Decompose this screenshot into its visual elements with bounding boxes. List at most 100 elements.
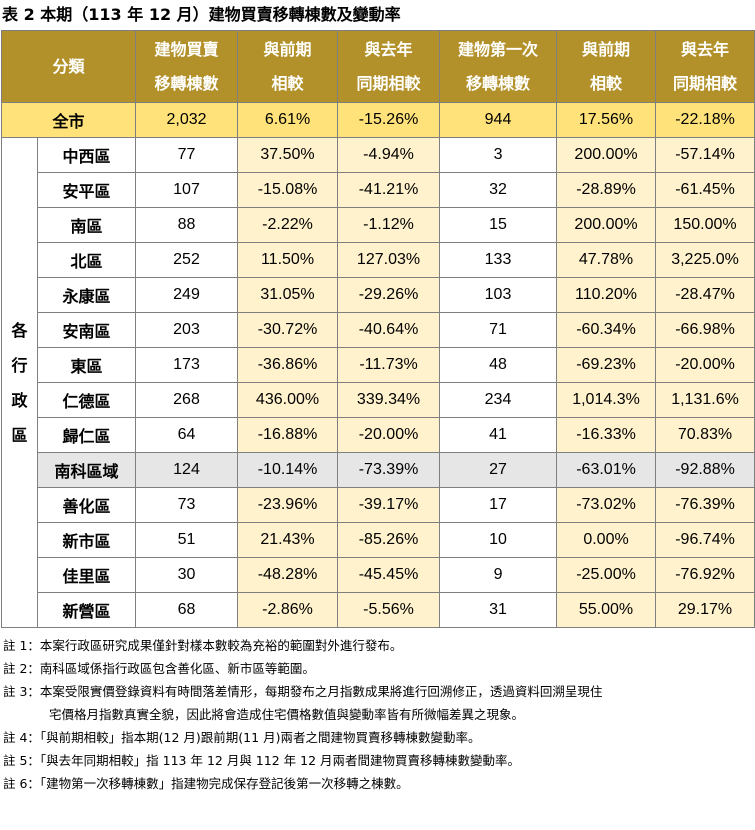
cell-mom: -30.72% xyxy=(237,312,339,348)
city-mom: 6.61% xyxy=(237,102,339,138)
table-row: 北區 252 11.50% 127.03% 133 47.78% 3,225.0% xyxy=(2,242,755,278)
cell-transfer-count: 77 xyxy=(135,137,239,173)
table-row: 永康區 249 31.05% -29.26% 103 110.20% -28.47% xyxy=(2,277,755,313)
table-row: 各行政區中西區 77 37.50% -4.94% 3 200.00% -57.14% xyxy=(1,137,755,628)
cell-first-transfer-count: 15 xyxy=(439,207,558,243)
cell-first-yoy: 1,131.6% xyxy=(655,382,755,418)
table-title: 表 2 本期（113 年 12 月）建物買賣移轉棟數及變動率 xyxy=(2,5,401,24)
cell-yoy: -73.39% xyxy=(337,452,441,488)
district-name: 永康區 xyxy=(36,277,137,313)
cell-yoy: -29.26% xyxy=(337,277,441,313)
note-line: 註 3：本案受限實價登錄資料有時間落差情形，每期發布之月指數成果將進行回溯修正，… xyxy=(3,684,603,699)
cell-first-yoy: 3,225.0% xyxy=(655,242,755,278)
district-name: 新市區 xyxy=(36,522,137,558)
cell-transfer-count: 64 xyxy=(135,417,239,453)
cell-yoy: -4.94% xyxy=(337,137,441,173)
cell-yoy: -85.26% xyxy=(337,522,441,558)
note-line: 註 1：本案行政區研究成果僅針對樣本數較為充裕的範圍對外進行發布。 xyxy=(3,638,403,653)
cell-mom: 37.50% xyxy=(237,137,339,173)
header-transfer-count: 建物買賣 移轉棟數 xyxy=(135,30,239,103)
cell-first-yoy: -92.88% xyxy=(655,452,755,488)
cell-first-yoy: 70.83% xyxy=(655,417,755,453)
table-row: 新營區 68 -2.86% -5.56% 31 55.00% 29.17% xyxy=(2,592,755,628)
table-row: 南區 88 -2.22% -1.12% 15 200.00% 150.00% xyxy=(2,207,755,243)
district-name: 安南區 xyxy=(36,312,137,348)
city-label: 全市 xyxy=(0,102,137,138)
cell-mom: -15.08% xyxy=(237,172,339,208)
district-name: 南科區域 xyxy=(36,452,137,488)
district-name: 善化區 xyxy=(36,487,137,523)
cell-first-transfer-count: 3 xyxy=(439,137,558,173)
cell-first-mom: 110.20% xyxy=(556,277,657,313)
header-first-mom: 與前期 相較 xyxy=(556,30,657,103)
cell-mom: -2.86% xyxy=(237,592,339,628)
cell-mom: -36.86% xyxy=(237,347,339,383)
cell-first-mom: 1,014.3% xyxy=(556,382,657,418)
cell-mom: -48.28% xyxy=(237,557,339,593)
cell-first-transfer-count: 17 xyxy=(439,487,558,523)
cell-first-mom: -69.23% xyxy=(556,347,657,383)
cell-first-transfer-count: 41 xyxy=(439,417,558,453)
city-first-mom: 17.56% xyxy=(556,102,657,138)
cell-yoy: 339.34% xyxy=(337,382,441,418)
cell-first-yoy: 29.17% xyxy=(655,592,755,628)
notes: 註 1：本案行政區研究成果僅針對樣本數較為充裕的範圍對外進行發布。註 2：南科區… xyxy=(0,634,755,795)
cell-first-mom: -60.34% xyxy=(556,312,657,348)
cell-mom: 436.00% xyxy=(237,382,339,418)
header-first-transfer-count: 建物第一次 移轉棟數 xyxy=(439,30,558,103)
cell-transfer-count: 268 xyxy=(135,382,239,418)
district-name: 歸仁區 xyxy=(36,417,137,453)
district-name: 北區 xyxy=(36,242,137,278)
group-label: 各行政區 xyxy=(1,137,38,628)
district-name: 南區 xyxy=(36,207,137,243)
cell-transfer-count: 252 xyxy=(135,242,239,278)
cell-transfer-count: 30 xyxy=(135,557,239,593)
cell-mom: -16.88% xyxy=(237,417,339,453)
district-name: 新營區 xyxy=(36,592,137,628)
cell-first-transfer-count: 31 xyxy=(439,592,558,628)
district-name: 安平區 xyxy=(36,172,137,208)
group-label-char: 區 xyxy=(11,425,28,445)
header-yoy: 與去年 同期相較 xyxy=(337,30,441,103)
group-label-char: 行 xyxy=(11,355,28,375)
cell-first-mom: -28.89% xyxy=(556,172,657,208)
city-first-yoy: -22.18% xyxy=(655,102,755,138)
cell-first-transfer-count: 71 xyxy=(439,312,558,348)
cell-first-mom: -63.01% xyxy=(556,452,657,488)
cell-yoy: -40.64% xyxy=(337,312,441,348)
cell-first-yoy: -66.98% xyxy=(655,312,755,348)
cell-yoy: -5.56% xyxy=(337,592,441,628)
cell-transfer-count: 249 xyxy=(135,277,239,313)
cell-first-yoy: -28.47% xyxy=(655,277,755,313)
cell-first-transfer-count: 234 xyxy=(439,382,558,418)
cell-first-mom: 55.00% xyxy=(556,592,657,628)
city-transfer-count: 2,032 xyxy=(135,102,239,138)
district-name: 東區 xyxy=(36,347,137,383)
cell-transfer-count: 107 xyxy=(135,172,239,208)
cell-mom: -10.14% xyxy=(237,452,339,488)
header-mom: 與前期 相較 xyxy=(237,30,339,103)
cell-transfer-count: 88 xyxy=(135,207,239,243)
cell-transfer-count: 51 xyxy=(135,522,239,558)
table-row: 歸仁區 64 -16.88% -20.00% 41 -16.33% 70.83% xyxy=(2,417,755,453)
header-row: 分類 建物買賣 移轉棟數 與前期 相較 與去年 同期相較 建物第一次 移轉棟數 與前期相… xyxy=(0,30,755,103)
cell-first-transfer-count: 103 xyxy=(439,277,558,313)
table-row: 安南區 203 -30.72% -40.64% 71 -60.34% -66.98% xyxy=(2,312,755,348)
cell-yoy: -45.45% xyxy=(337,557,441,593)
city-first-transfer-count: 944 xyxy=(439,102,558,138)
cell-first-yoy: -96.74% xyxy=(655,522,755,558)
cell-mom: -2.22% xyxy=(237,207,339,243)
cell-transfer-count: 68 xyxy=(135,592,239,628)
table-row: 佳里區 30 -48.28% -45.45% 9 -25.00% -76.92% xyxy=(2,557,755,593)
table-row: 安平區 107 -15.08% -41.21% 32 -28.89% -61.45% xyxy=(2,172,755,208)
cell-yoy: -20.00% xyxy=(337,417,441,453)
cell-yoy: -1.12% xyxy=(337,207,441,243)
cell-first-mom: -16.33% xyxy=(556,417,657,453)
cell-first-transfer-count: 48 xyxy=(439,347,558,383)
transfer-table: 分類 建物買賣 移轉棟數 與前期 相較 與去年 同期相較 建物第一次 移轉棟數 與前期相… xyxy=(0,30,755,628)
city-yoy: -15.26% xyxy=(337,102,441,138)
cell-mom: 21.43% xyxy=(237,522,339,558)
cell-first-transfer-count: 10 xyxy=(439,522,558,558)
group-label-char: 政 xyxy=(11,390,28,410)
note-line: 宅價格月指數真實全貌，因此將會造成住宅價格數值與變動率皆有所微幅差異之現象。 xyxy=(49,707,525,722)
